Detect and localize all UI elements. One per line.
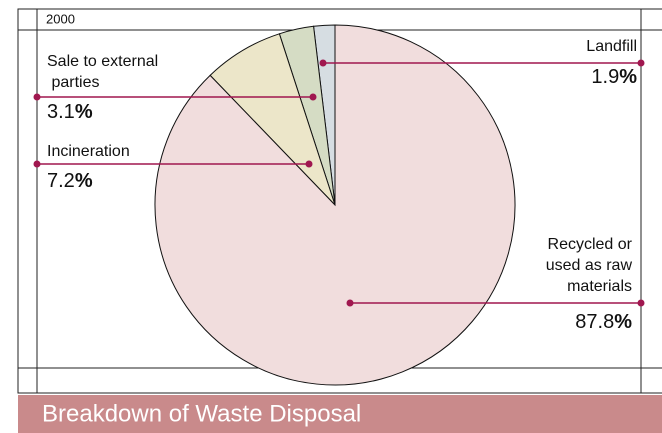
leader-dot [33, 93, 41, 101]
value-label: 1.9% [591, 66, 637, 88]
label-line: materials [563, 278, 632, 295]
leader-dot [346, 299, 354, 307]
year-label: 2000 [46, 11, 75, 26]
category-label: Sale to external parties [47, 53, 158, 91]
category-label: Landfill [586, 38, 637, 55]
label-line: parties [47, 74, 99, 91]
frame [17, 8, 662, 394]
category-label: Recycled or used as raw materials [541, 236, 632, 295]
title-band [18, 395, 662, 433]
value-part: 87.8 [575, 311, 614, 333]
value-part: % [75, 170, 93, 192]
label-line: Sale to external [47, 53, 158, 70]
label-line: Landfill [586, 38, 637, 55]
value-part: % [619, 66, 637, 88]
chart-title: Breakdown of Waste Disposal [42, 400, 361, 427]
label-line: Incineration [47, 143, 130, 160]
value-label: 3.1% [47, 101, 93, 123]
pie-slice [154, 24, 516, 386]
leader-dot [305, 160, 313, 168]
value-part: 7.2 [47, 170, 75, 192]
label-line: Recycled or [548, 236, 633, 253]
value-label: 87.8% [575, 311, 632, 333]
leader-dot [637, 59, 645, 67]
label-line: used as raw [541, 257, 632, 274]
value-part: 1.9 [591, 66, 619, 88]
leader-dot [33, 160, 41, 168]
leader-dot [637, 299, 645, 307]
value-part: % [614, 311, 632, 333]
leader-dot [319, 59, 327, 67]
value-part: % [75, 101, 93, 123]
leader-dot [309, 93, 317, 101]
value-label: 7.2% [47, 170, 93, 192]
value-part: 3.1 [47, 101, 75, 123]
category-label: Incineration [47, 143, 130, 160]
